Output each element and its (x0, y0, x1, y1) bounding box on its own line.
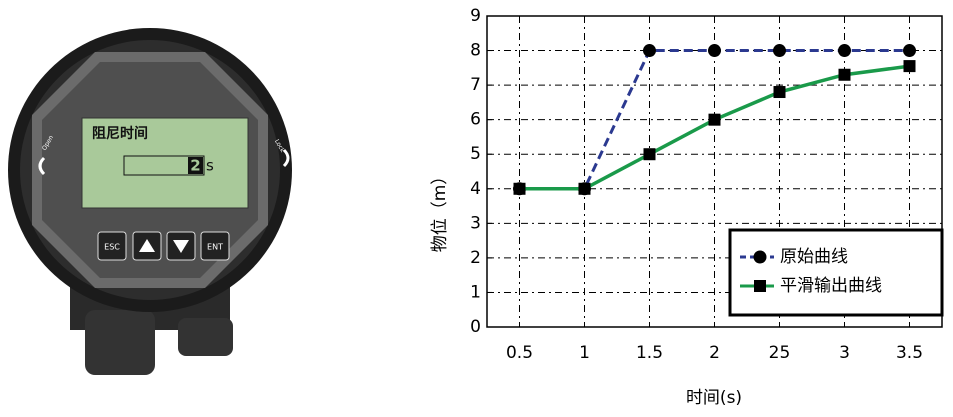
y-tick-label: 3 (470, 213, 481, 233)
marker (514, 183, 526, 195)
cable-gland (85, 310, 155, 375)
x-tick-label: 2 (709, 343, 720, 363)
marker (839, 69, 851, 81)
lcd-title: 阻尼时间 (92, 125, 148, 142)
plug (178, 318, 233, 356)
marker (838, 44, 851, 57)
x-tick-label: 25 (769, 343, 791, 363)
y-tick-label: 0 (470, 317, 481, 337)
marker (773, 44, 786, 57)
y-tick-label: 5 (470, 144, 481, 164)
button-label: ESC (104, 243, 120, 252)
y-tick-label: 9 (470, 6, 481, 26)
page: {"device":{"display_title":"阻尼时间","displ… (0, 0, 953, 417)
lcd-unit: s (206, 157, 214, 175)
legend-marker (754, 280, 766, 292)
legend-label: 平滑输出曲线 (780, 276, 882, 296)
x-axis-label: 时间(s) (686, 388, 742, 408)
x-tick-label: 0.5 (506, 343, 533, 363)
marker (904, 60, 916, 72)
y-tick-label: 1 (470, 282, 481, 302)
legend-label: 原始曲线 (780, 247, 848, 267)
y-tick-label: 2 (470, 248, 481, 268)
x-tick-label: 3 (839, 343, 850, 363)
y-tick-label: 4 (470, 179, 481, 199)
y-tick-label: 7 (470, 75, 481, 95)
marker (903, 44, 916, 57)
x-tick-label: 1.5 (636, 343, 663, 363)
y-tick-label: 8 (470, 41, 481, 61)
marker (709, 114, 721, 126)
marker (774, 86, 786, 98)
x-tick-label: 1 (579, 343, 590, 363)
x-tick-label: 3.5 (896, 343, 923, 363)
legend-marker (754, 251, 767, 264)
button-label: ENT (207, 243, 223, 252)
lcd-value: 2 (190, 157, 200, 175)
figure: 阻尼时间 2 s ESC ENT Open Lock 物位（m） 时间(s) 0… (0, 0, 953, 417)
marker (708, 44, 721, 57)
marker (643, 44, 656, 57)
legend-box (730, 230, 942, 315)
y-tick-label: 6 (470, 110, 481, 130)
y-axis-label: 物位（m） (430, 168, 450, 253)
device: 阻尼时间 2 s ESC ENT Open Lock (8, 28, 292, 375)
marker (579, 183, 591, 195)
marker (644, 148, 656, 160)
